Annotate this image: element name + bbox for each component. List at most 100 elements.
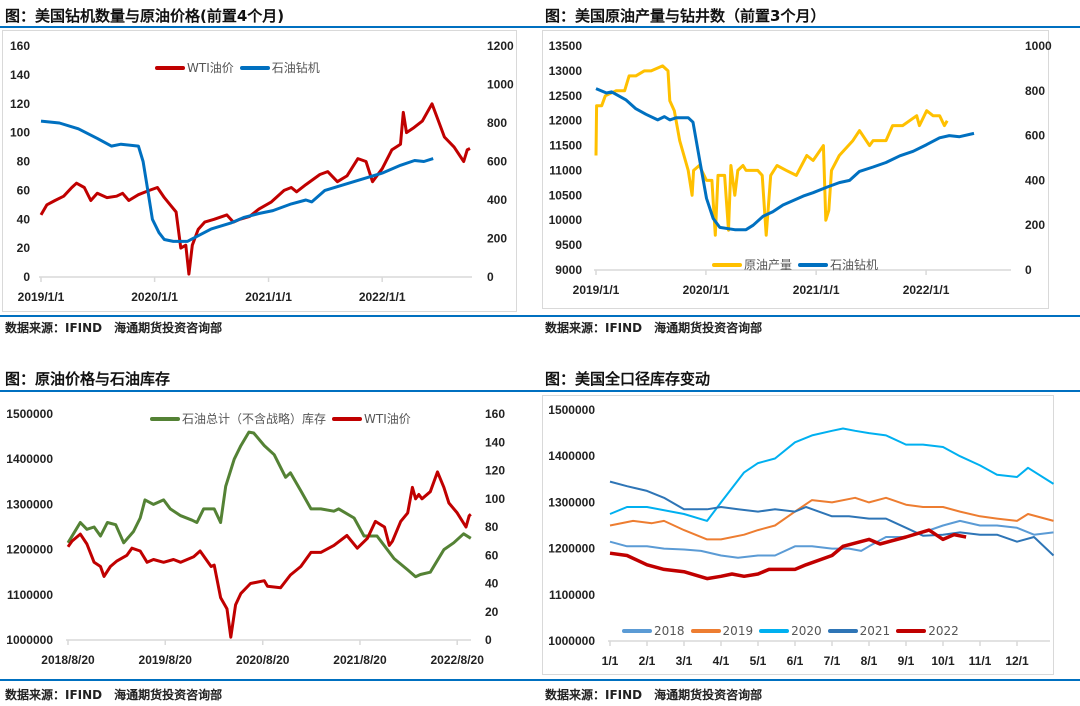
series-line-WTI油价 [39, 102, 471, 276]
series-line-WTI油价 [66, 470, 472, 639]
y-left-tick-label: 1200000 [548, 542, 595, 556]
x-tick-label: 2022/8/20 [431, 653, 485, 667]
legend-item: 2020 [759, 624, 822, 638]
title-divider-top [0, 26, 1080, 28]
y-right-tick-label: 800 [487, 116, 507, 130]
legend-label: 石油钻机 [830, 258, 879, 272]
y-left-tick-label: 10000 [549, 213, 583, 227]
legend-swatch [150, 416, 180, 421]
series-line-石油总计（不含战略）库存 [66, 430, 472, 579]
legend-item: 原油产量 [712, 256, 792, 273]
chart-1-legend: WTI油价 石油钻机 [155, 59, 320, 76]
series-line-石油钻机 [40, 119, 434, 243]
chart-2-title: 图：美国原油产量与钻井数（前置3个月） [545, 7, 826, 25]
legend-swatch [690, 629, 721, 633]
legend-label: 2018 [654, 624, 685, 638]
series-line-2021 [609, 480, 1055, 557]
x-tick-label: 1/1 [602, 654, 619, 668]
legend-item: 2018 [622, 624, 685, 638]
y-left-tick-label: 80 [17, 155, 31, 169]
y-left-tick-label: 11000 [549, 163, 582, 177]
x-tick-label: 2021/1/1 [793, 283, 840, 297]
y-right-tick-label: 40 [485, 577, 499, 591]
x-tick-label: 8/1 [861, 654, 878, 668]
y-right-tick-label: 200 [1025, 218, 1045, 232]
series-line-2019 [609, 496, 1054, 541]
y-left-tick-label: 13500 [549, 39, 583, 53]
y-left-tick-label: 1400000 [6, 452, 53, 466]
chart-3-title: 图：原油价格与石油库存 [5, 370, 171, 388]
chart-1: 2019/1/1 2020/1/1 2021/1/1 2022/1/1 0 20 40 60 8… [10, 39, 514, 304]
chart-2-frame [542, 30, 1049, 309]
legend-swatch [798, 262, 829, 267]
y-left-tick-label: 1500000 [548, 403, 595, 417]
legend-label: 石油总计（不含战略）库存 [182, 412, 327, 426]
chart-4: 1/1 2/1 3/1 4/1 5/1 6/1 7/1 8/1 9/1 10/1 11/1 12/1 1… [548, 403, 1055, 668]
series-line-2020 [609, 427, 1055, 522]
y-right-tick-label: 1000 [487, 78, 514, 92]
series-line-石油钻机 [595, 87, 975, 232]
y-right-tick-label: 0 [487, 270, 494, 284]
legend-label: 2021 [859, 624, 891, 638]
y-right-tick-label: 1200 [487, 39, 514, 53]
title-divider-bottom [0, 390, 1080, 392]
y-left-tick-label: 160 [10, 39, 30, 53]
legend-label: WTI油价 [364, 412, 411, 426]
chart-4-source: 数据来源：IFIND 海通期货投资咨询部 [545, 688, 763, 702]
x-tick-label: 2/1 [639, 654, 656, 668]
source-divider-top [0, 315, 1080, 317]
legend-item: 2021 [827, 624, 891, 638]
y-right-tick-label: 0 [1025, 263, 1032, 277]
y-left-tick-label: 9500 [555, 238, 582, 252]
series-line-原油产量 [594, 64, 949, 237]
chart-3-legend: 石油总计（不含战略）库存 WTI油价 [150, 410, 411, 427]
y-left-tick-label: 13000 [549, 64, 583, 78]
y-left-tick-label: 60 [17, 183, 31, 197]
chart-4-legend: 2018 2019 2020 2021 2022 [622, 624, 959, 638]
y-right-tick-label: 200 [487, 232, 507, 246]
legend-item: WTI油价 [332, 410, 411, 427]
y-right-tick-label: 160 [485, 407, 505, 421]
legend-swatch [239, 65, 270, 70]
y-left-tick-label: 40 [17, 212, 31, 226]
legend-label: 2020 [791, 624, 822, 638]
legend-item: 石油总计（不含战略）库存 [150, 410, 326, 427]
x-tick-label: 2019/8/20 [139, 653, 193, 667]
y-left-tick-label: 140 [10, 68, 30, 82]
y-right-tick-label: 600 [487, 155, 507, 169]
x-tick-label: 12/1 [1005, 654, 1029, 668]
y-left-tick-label: 10500 [549, 188, 583, 202]
y-left-tick-label: 1200000 [6, 543, 53, 557]
legend-label: WTI油价 [187, 61, 234, 75]
chart-4-title: 图：美国全口径库存变动 [545, 370, 711, 388]
x-tick-label: 2019/1/1 [18, 290, 65, 304]
x-tick-label: 2018/8/20 [41, 653, 95, 667]
y-left-tick-label: 12000 [549, 114, 583, 128]
x-tick-label: 3/1 [676, 654, 693, 668]
y-right-tick-label: 400 [487, 193, 507, 207]
y-right-tick-label: 1000 [1025, 39, 1052, 53]
legend-item: 2022 [896, 624, 959, 638]
chart-3: 2018/8/20 2019/8/20 2020/8/20 2021/8/20 2022… [6, 407, 505, 667]
y-left-tick-label: 20 [17, 241, 31, 255]
y-right-tick-label: 120 [485, 464, 505, 478]
legend-label: 2022 [928, 624, 959, 638]
y-right-tick-label: 400 [1025, 173, 1045, 187]
x-tick-label: 9/1 [898, 654, 915, 668]
x-tick-label: 2020/1/1 [683, 283, 730, 297]
x-tick-label: 6/1 [787, 654, 804, 668]
y-left-tick-label: 1000000 [6, 633, 53, 647]
x-tick-label: 5/1 [750, 654, 767, 668]
y-left-tick-label: 9000 [555, 263, 582, 277]
y-right-tick-label: 60 [485, 548, 499, 562]
y-left-tick-label: 1100000 [7, 588, 53, 602]
y-left-tick-label: 11500 [549, 139, 582, 153]
legend-label: 原油产量 [744, 258, 793, 272]
y-right-tick-label: 80 [485, 520, 499, 534]
x-tick-label: 2019/1/1 [573, 283, 620, 297]
y-left-tick-label: 1100000 [549, 588, 595, 602]
x-tick-label: 2022/1/1 [359, 290, 406, 304]
y-left-tick-label: 1300000 [6, 497, 53, 511]
x-tick-label: 4/1 [713, 654, 730, 668]
